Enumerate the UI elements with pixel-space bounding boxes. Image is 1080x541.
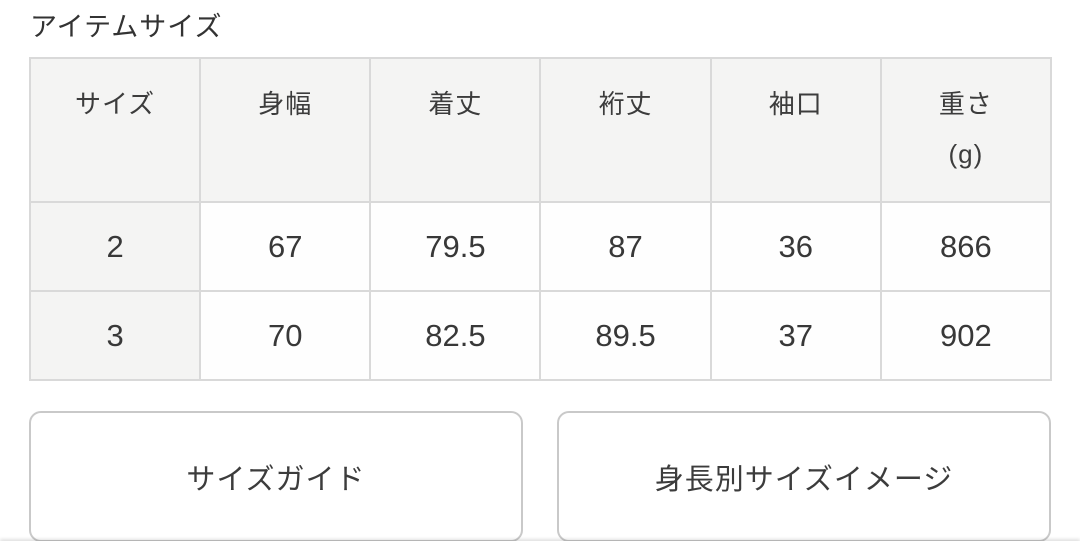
cell-size: 2	[28, 201, 202, 292]
cell-weight: 866	[879, 201, 1053, 292]
page-title: アイテムサイズ	[30, 12, 223, 42]
cell-cuff: 36	[709, 201, 882, 292]
cell-size: 3	[28, 290, 202, 381]
cell-length: 82.5	[369, 290, 542, 381]
size-guide-button[interactable]: サイズガイド	[29, 411, 523, 541]
column-header-length: 着丈	[369, 57, 542, 203]
table-header-row: サイズ 身幅 着丈 裄丈 袖口 重さ (g)	[28, 57, 1053, 203]
cell-body-width: 67	[199, 201, 372, 292]
column-header-size: サイズ	[28, 57, 202, 203]
cell-cuff: 37	[709, 290, 882, 381]
cell-sleeve-length: 89.5	[539, 290, 712, 381]
column-header-sleeve-length: 裄丈	[539, 57, 712, 203]
button-row: サイズガイド 身長別サイズイメージ	[29, 411, 1051, 541]
column-header-body-width: 身幅	[199, 57, 372, 203]
height-size-image-button[interactable]: 身長別サイズイメージ	[557, 411, 1051, 541]
cell-length: 79.5	[369, 201, 542, 292]
table-row: 2 67 79.5 87 36 866	[28, 201, 1053, 292]
column-header-weight-label: 重さ	[938, 89, 993, 119]
column-header-weight: 重さ (g)	[879, 57, 1053, 203]
table-row: 3 70 82.5 89.5 37 902	[28, 290, 1053, 381]
column-header-cuff: 袖口	[709, 57, 882, 203]
cell-sleeve-length: 87	[539, 201, 712, 292]
cell-body-width: 70	[199, 290, 372, 381]
column-header-weight-unit: (g)	[948, 139, 984, 169]
cell-weight: 902	[879, 290, 1053, 381]
item-size-table: サイズ 身幅 着丈 裄丈 袖口 重さ (g) 2 67 79.5 87 36 8…	[28, 57, 1053, 381]
